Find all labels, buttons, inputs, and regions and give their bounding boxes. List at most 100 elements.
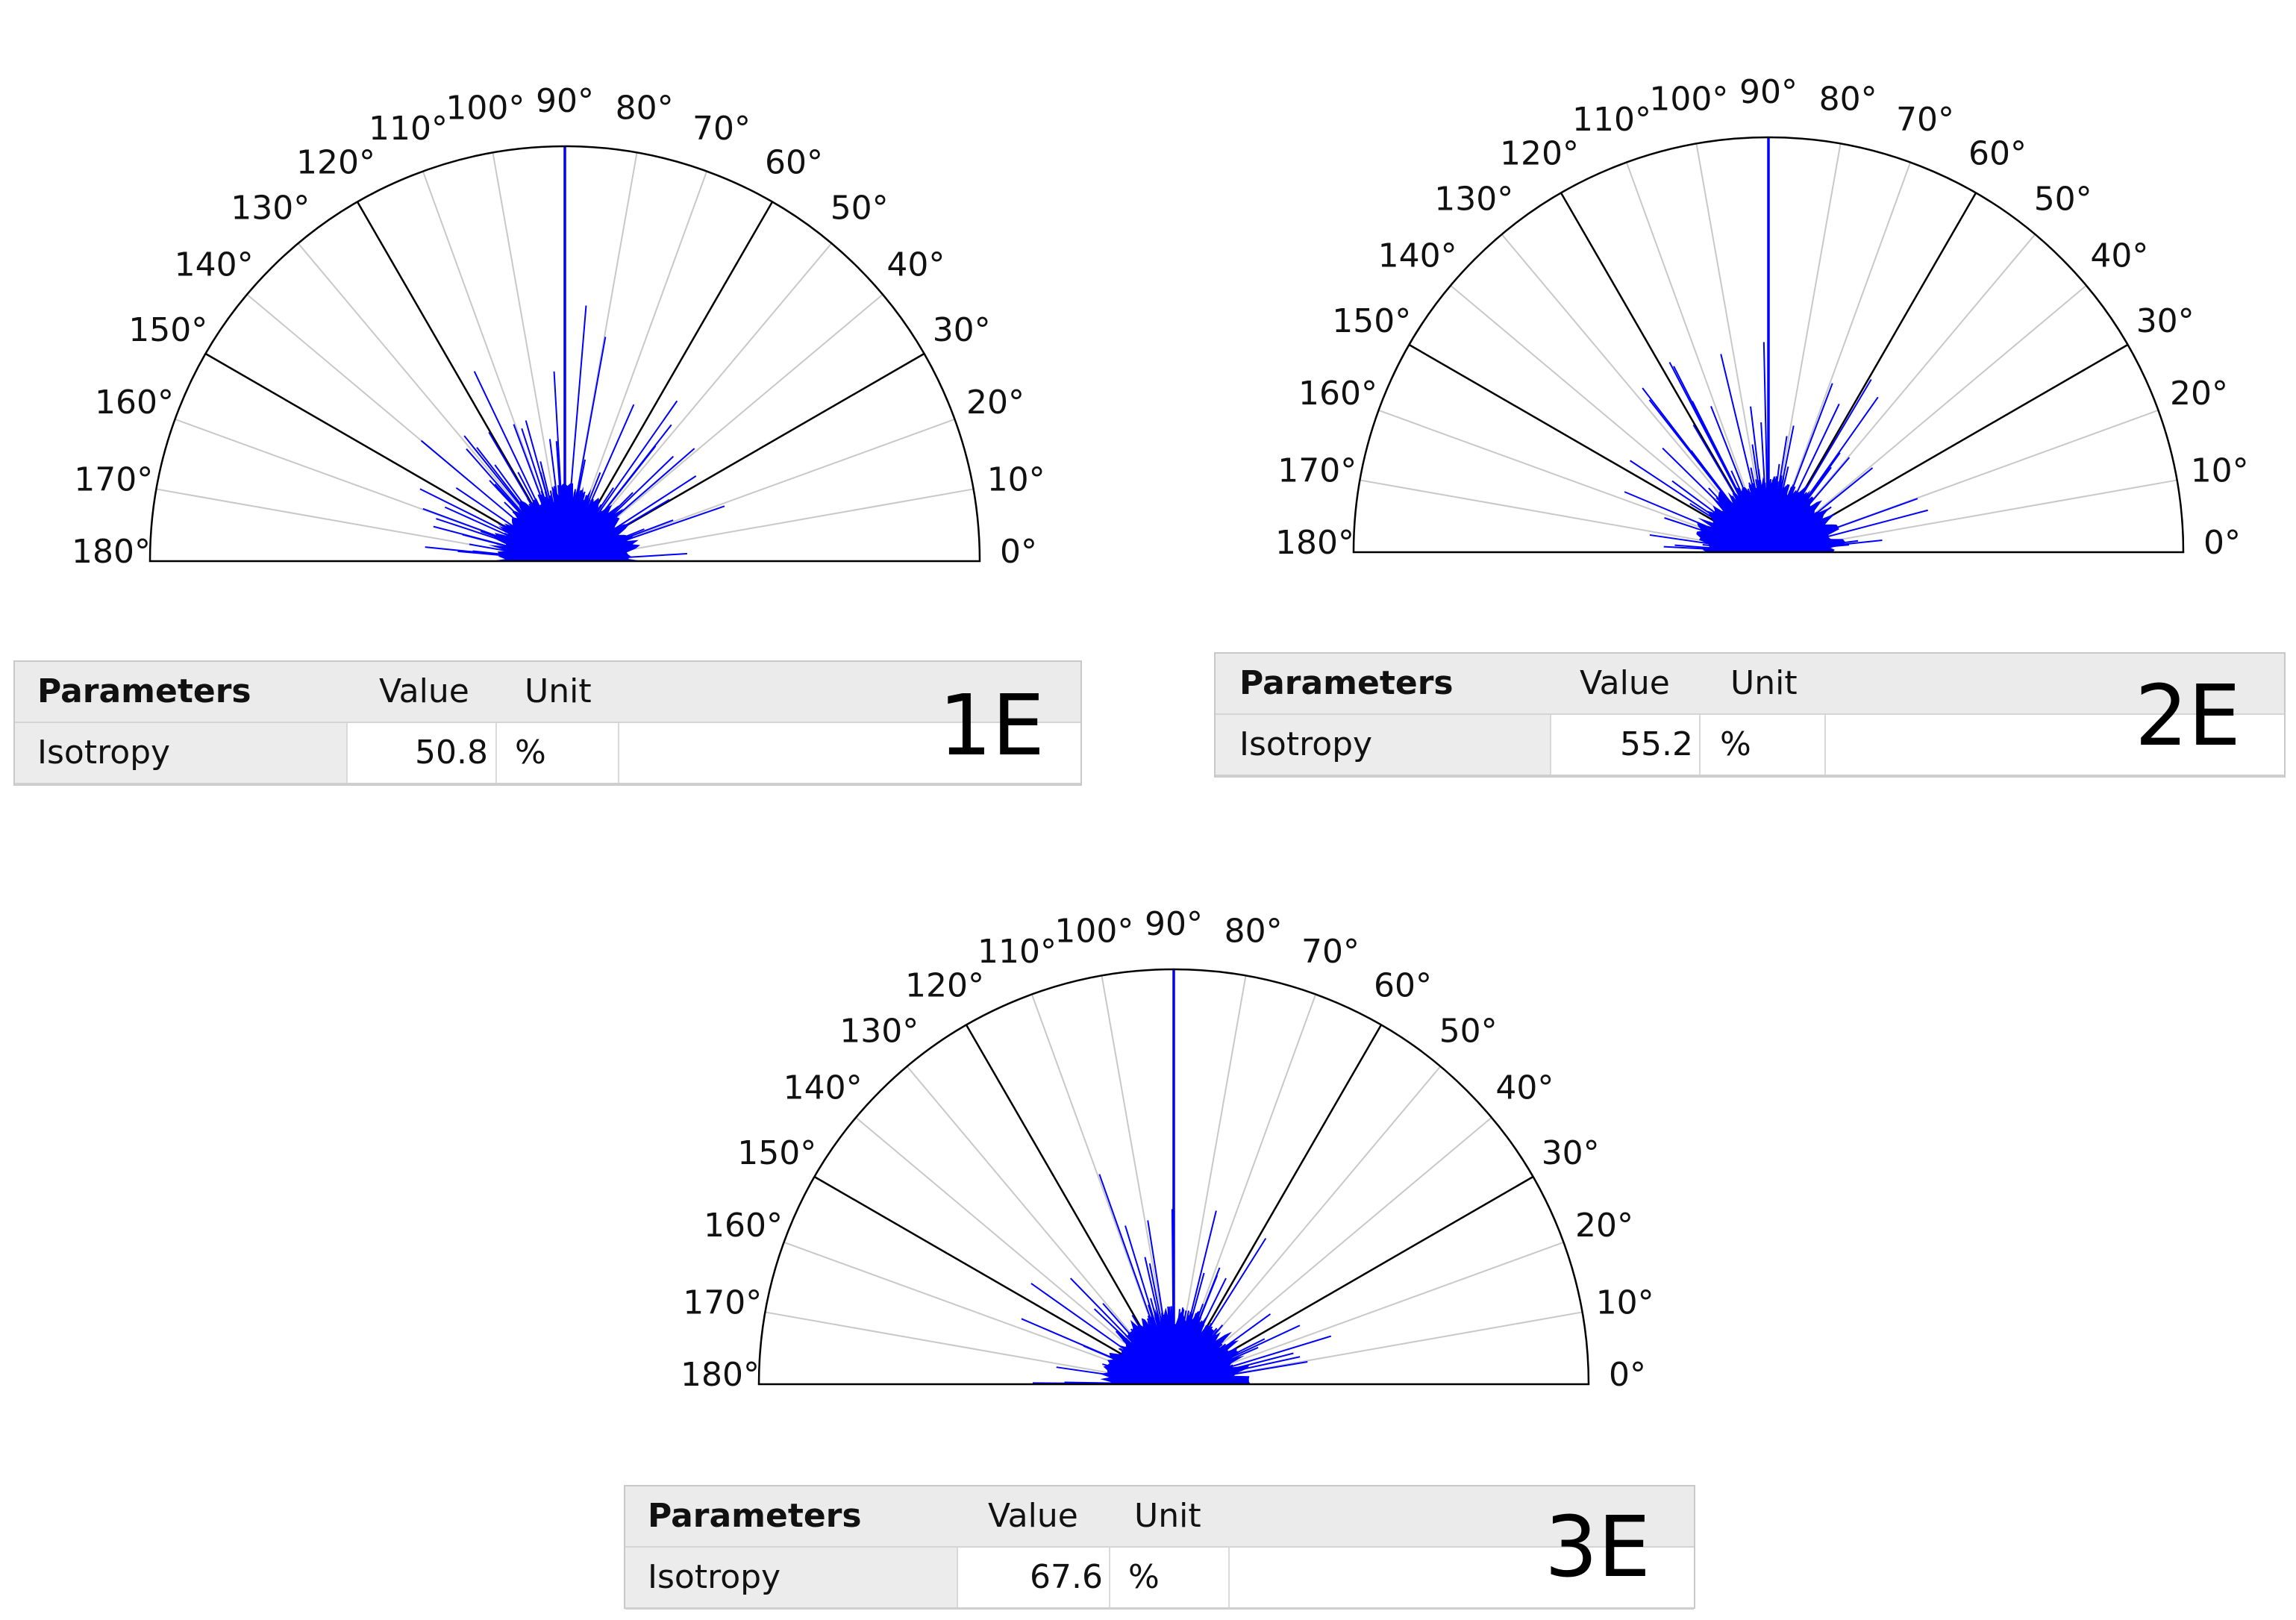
theta-tick-label-50: 50°	[2034, 181, 2092, 219]
column-separator	[346, 723, 348, 783]
theta-tick-label-100: 100°	[1649, 80, 1728, 118]
panel-label: 3E	[1545, 1499, 1651, 1596]
theta-tick-label-180: 180°	[72, 533, 151, 571]
table-header-row: Parameters Value Unit	[1216, 654, 2284, 715]
theta-tick-label-80: 80°	[616, 89, 674, 127]
histogram-bars	[1021, 1174, 1332, 1385]
theta-tick-label-110: 110°	[1572, 101, 1651, 139]
table-row-isotropy: Isotropy 50.8 %	[15, 723, 1080, 785]
panel-label: 2E	[2135, 668, 2242, 765]
theta-tick-label-10: 10°	[2191, 451, 2249, 490]
theta-tick-label-40: 40°	[886, 245, 945, 284]
theta-tick-label-180: 180°	[681, 1356, 760, 1394]
theta-tick-label-70: 70°	[1301, 933, 1360, 971]
theta-tick-label-30: 30°	[1542, 1134, 1600, 1172]
theta-tick-label-30: 30°	[933, 311, 991, 349]
theta-tick-label-50: 50°	[1439, 1013, 1498, 1051]
table-row-isotropy: Isotropy 55.2 %	[1216, 715, 2284, 777]
theta-tick-label-140: 140°	[783, 1069, 863, 1107]
parameter-name: Isotropy	[1239, 725, 1373, 763]
theta-tick-label-130: 130°	[1434, 181, 1513, 219]
theta-tick-label-60: 60°	[765, 143, 823, 181]
theta-tick-label-180: 180°	[1275, 524, 1354, 562]
header-parameters: Parameters	[648, 1497, 862, 1535]
isotropy-unit: %	[1128, 1558, 1160, 1596]
theta-tick-label-140: 140°	[1378, 237, 1457, 275]
theta-tick-label-100: 100°	[445, 89, 525, 127]
column-separator	[1699, 715, 1701, 775]
parameter-cell-bg	[625, 1548, 957, 1607]
header-parameters: Parameters	[37, 672, 251, 710]
column-separator	[957, 1548, 958, 1607]
isotropy-value: 50.8	[415, 734, 488, 772]
polar-outline	[148, 145, 981, 563]
header-unit: Unit	[1730, 664, 1798, 702]
theta-tick-label-120: 120°	[1500, 134, 1579, 172]
theta-tick-label-160: 160°	[95, 384, 174, 422]
header-value: Value	[1580, 664, 1670, 702]
polar-chart-1e: 0° 10° 20° 30° 40° 50°60° 70° 80° 90° 100°110°120…	[72, 82, 1045, 571]
minor-spoke-20	[1173, 1241, 1564, 1385]
parameters-table-2e: Parameters Value Unit Isotropy 55.2 % 2E	[1214, 652, 2286, 778]
theta-tick-label-10: 10°	[1596, 1283, 1654, 1322]
theta-tick-label-50: 50°	[830, 190, 889, 228]
header-value: Value	[988, 1497, 1078, 1535]
theta-tick-label-150: 150°	[128, 311, 207, 349]
minor-spoke-130	[906, 1066, 1174, 1385]
theta-tick-label-170: 170°	[683, 1283, 762, 1322]
isotropy-unit: %	[1720, 725, 1751, 763]
theta-tick-label-20: 20°	[1575, 1207, 1633, 1245]
polar-chart-3e: 0° 10° 20° 30° 40° 50°60° 70° 80° 90° 100°110°120…	[681, 905, 1654, 1394]
theta-tick-label-110: 110°	[369, 110, 448, 148]
major-spoke-60	[1172, 1024, 1383, 1385]
theta-tick-label-70: 70°	[1896, 101, 1954, 139]
theta-tick-label-120: 120°	[296, 143, 375, 181]
column-separator	[618, 723, 619, 783]
header-parameters: Parameters	[1239, 664, 1454, 702]
parameter-cell-bg	[15, 723, 346, 783]
theta-tick-label-130: 130°	[839, 1013, 919, 1051]
minor-spoke-140	[855, 1116, 1174, 1385]
theta-tick-label-20: 20°	[2170, 375, 2228, 413]
theta-tick-label-150: 150°	[1332, 302, 1411, 340]
theta-tick-label-140: 140°	[175, 245, 254, 284]
column-separator	[1228, 1548, 1230, 1607]
theta-tick-label-70: 70°	[692, 110, 751, 148]
theta-tick-label-80: 80°	[1224, 912, 1283, 950]
theta-tick-label-110: 110°	[977, 933, 1057, 971]
header-unit: Unit	[1134, 1497, 1201, 1535]
theta-tick-label-160: 160°	[704, 1207, 783, 1245]
theta-tick-label-0: 0°	[1000, 533, 1037, 571]
minor-spoke-40	[1768, 284, 2087, 553]
parameters-table-1e: Parameters Value Unit Isotropy 50.8 % 1E	[13, 660, 1082, 786]
theta-tick-label-0: 0°	[1609, 1356, 1646, 1394]
histogram-core	[1696, 475, 1845, 552]
theta-tick-label-90: 90°	[1739, 73, 1798, 111]
theta-tick-label-100: 100°	[1054, 912, 1133, 950]
header-value: Value	[379, 672, 469, 710]
theta-tick-label-40: 40°	[2090, 237, 2148, 275]
column-separator	[1109, 1548, 1110, 1607]
theta-tick-label-60: 60°	[1374, 966, 1432, 1004]
polar-chart-2e: 0° 10° 20° 30° 40° 50°60° 70° 80° 90° 100°110°120…	[1275, 73, 2249, 562]
minor-spoke-40	[564, 293, 883, 562]
column-separator	[1550, 715, 1551, 775]
parameter-name: Isotropy	[37, 734, 171, 772]
theta-tick-label-10: 10°	[987, 460, 1045, 498]
header-unit: Unit	[525, 672, 592, 710]
major-spoke-60	[563, 201, 774, 562]
minor-spoke-170	[765, 1311, 1174, 1385]
theta-tick-label-120: 120°	[905, 966, 984, 1004]
theta-tick-label-170: 170°	[74, 460, 153, 498]
theta-tick-label-0: 0°	[2203, 524, 2241, 562]
theta-tick-label-90: 90°	[536, 82, 594, 120]
theta-tick-label-90: 90°	[1145, 905, 1203, 943]
column-separator	[495, 723, 497, 783]
theta-tick-label-80: 80°	[1819, 80, 1877, 118]
theta-tick-label-160: 160°	[1298, 375, 1377, 413]
parameters-table-3e: Parameters Value Unit Isotropy 67.6 % 3E	[624, 1485, 1695, 1610]
table-header-row: Parameters Value Unit	[15, 662, 1080, 723]
theta-tick-label-170: 170°	[1277, 451, 1357, 490]
isotropy-value: 67.6	[1030, 1558, 1103, 1596]
theta-tick-label-130: 130°	[231, 190, 310, 228]
